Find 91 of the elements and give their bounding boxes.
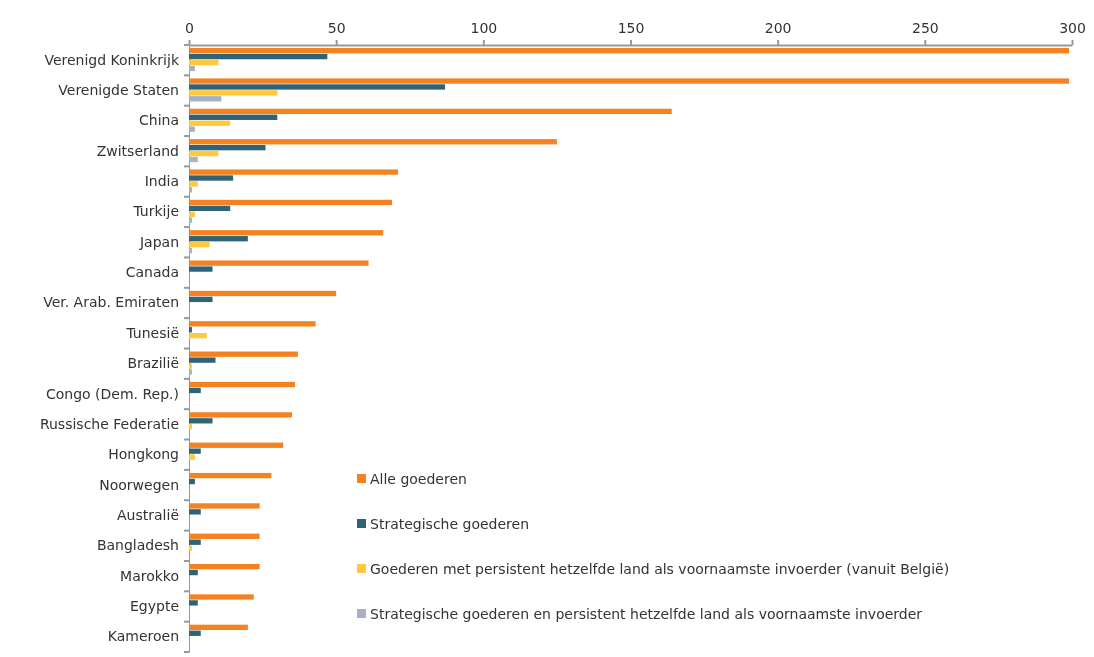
bar	[189, 594, 254, 600]
legend-label: Strategische goederen en persistent hetzelfde land als voornaamste invoerder	[370, 605, 923, 622]
bar	[189, 150, 219, 157]
bar	[189, 120, 231, 126]
y-tick-label: Congo (Dem. Rep.)	[45, 385, 179, 402]
bar	[189, 424, 192, 430]
legend-label: Strategische goederen	[370, 515, 530, 532]
bar	[189, 569, 198, 576]
bar	[189, 156, 198, 163]
y-tick-label: Australië	[117, 506, 179, 523]
bar	[189, 114, 278, 120]
bar	[189, 266, 213, 272]
bar	[189, 211, 195, 217]
bar	[189, 59, 219, 66]
bar	[189, 503, 260, 509]
y-tick-label: Hongkong	[108, 446, 179, 463]
bar	[189, 545, 192, 551]
legend-label: Goederen met persistent hetzelfde land als voornaamste invoerder (vanuit België)	[370, 560, 950, 577]
bar	[189, 199, 393, 206]
bar	[189, 236, 248, 242]
y-tick-label: Bangladesh	[96, 537, 179, 554]
bar	[189, 333, 207, 339]
bar	[189, 381, 295, 388]
bar	[189, 169, 398, 175]
bar	[189, 139, 557, 145]
x-tick-label: 100	[470, 19, 498, 36]
bar	[189, 321, 316, 327]
y-tick-label: Verenigd Koninkrijk	[44, 51, 180, 68]
x-tick-label: 150	[617, 19, 645, 36]
bar	[189, 205, 231, 212]
bar	[189, 363, 192, 369]
y-tick-label: Marokko	[120, 567, 179, 584]
bar	[189, 442, 284, 448]
bar	[189, 48, 1070, 54]
x-tick-label: 200	[764, 19, 792, 36]
y-tick-label: Verenigde Staten	[58, 82, 179, 99]
bar	[189, 539, 201, 545]
bar	[189, 78, 1070, 84]
bar	[189, 563, 260, 570]
bar	[189, 624, 248, 630]
x-tick-label: 250	[911, 19, 939, 36]
bar	[189, 369, 192, 375]
bar	[189, 96, 222, 102]
bar	[189, 241, 210, 248]
bar	[189, 472, 272, 479]
x-tick-label: 300	[1059, 19, 1086, 36]
bar	[189, 478, 195, 485]
y-tick-label: India	[144, 173, 179, 190]
bar	[189, 247, 192, 254]
bar	[189, 90, 278, 96]
bar	[189, 412, 293, 418]
bar	[189, 600, 198, 606]
bar	[189, 290, 337, 297]
bar	[189, 351, 298, 357]
bar	[189, 187, 192, 193]
y-tick-label: Brazilië	[127, 355, 179, 372]
bar	[189, 509, 201, 515]
bar	[189, 181, 198, 187]
y-tick-label: Japan	[138, 233, 179, 250]
bar	[189, 533, 260, 539]
bar	[189, 84, 446, 90]
bar	[189, 387, 201, 394]
y-tick-label: China	[139, 112, 179, 129]
bar	[189, 454, 195, 460]
y-tick-label: Russische Federatie	[39, 415, 179, 432]
bar	[189, 418, 213, 424]
y-tick-label: Ver. Arab. Emiraten	[43, 294, 179, 311]
bar	[189, 260, 369, 266]
y-tick-label: Noorwegen	[99, 476, 179, 493]
bar	[189, 296, 213, 303]
y-tick-label: Zwitserland	[96, 142, 179, 159]
bar	[189, 448, 201, 454]
bar	[189, 327, 192, 333]
x-tick-label: 50	[327, 19, 346, 36]
bar	[189, 357, 216, 363]
bar	[189, 53, 328, 60]
bar	[189, 230, 384, 236]
bar	[189, 145, 266, 151]
bar	[189, 108, 672, 115]
y-tick-label: Tunesië	[125, 324, 179, 341]
bar	[189, 630, 201, 636]
bar	[189, 175, 234, 181]
bar	[189, 217, 192, 223]
bar	[189, 126, 195, 132]
y-tick-label: Kameroen	[107, 628, 179, 645]
legend-label: Alle goederen	[370, 470, 467, 487]
y-tick-label: Turkije	[132, 203, 179, 220]
x-tick-label: 0	[185, 19, 194, 36]
y-tick-label: Canada	[125, 264, 179, 281]
bar	[189, 65, 195, 72]
y-tick-label: Egypte	[129, 597, 179, 614]
